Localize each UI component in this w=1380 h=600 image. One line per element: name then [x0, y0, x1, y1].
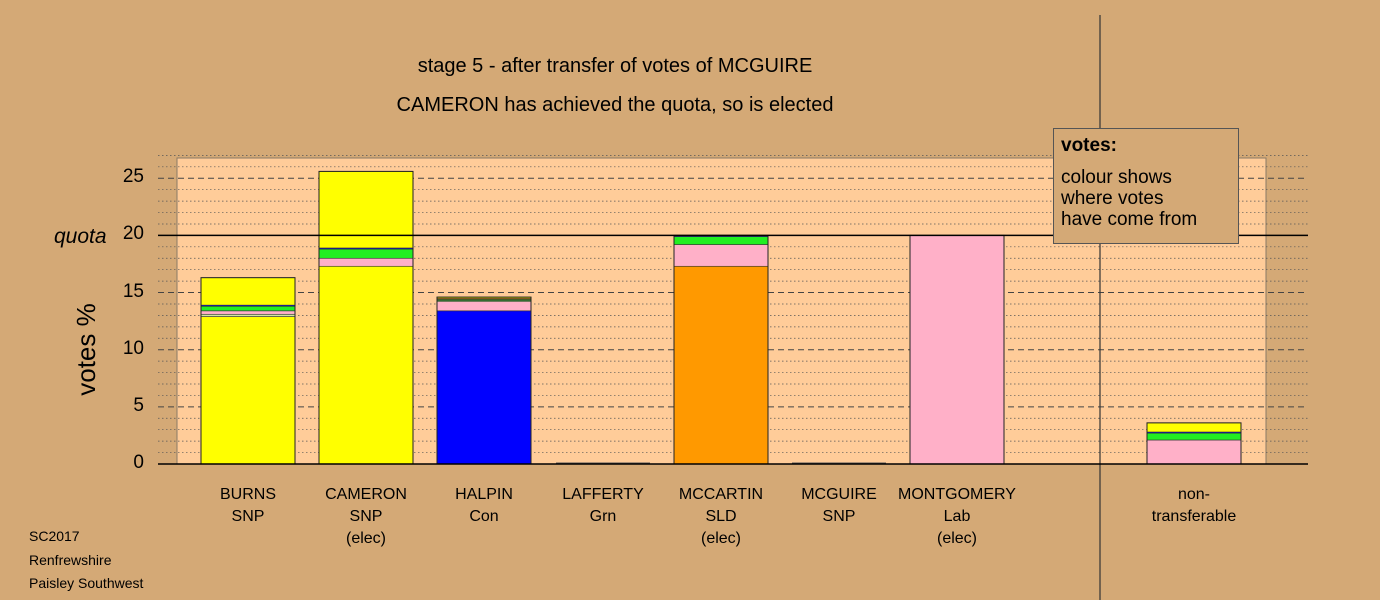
candidate-party: SNP: [349, 508, 383, 525]
candidate-label: CAMERON SNP (elec): [325, 484, 407, 550]
candidate-label: MONTGOMERY Lab (elec): [898, 484, 1016, 550]
candidate-party: Grn: [589, 508, 617, 525]
elected-status: CAMERON has achieved the quota, so is el…: [396, 94, 834, 116]
candidate-name: MONTGOMERY: [898, 486, 1016, 503]
candidate-party: transferable: [1151, 508, 1237, 525]
candidate-status: (elec): [345, 530, 386, 547]
bar-segment: [318, 171, 414, 249]
candidate-label: BURNS SNP: [220, 484, 276, 528]
candidate-status: (elec): [700, 530, 741, 547]
bar-segment: [909, 235, 1005, 465]
bar-segment: [318, 257, 414, 267]
y-tick-label: 0: [133, 452, 144, 473]
y-tick-label: 15: [122, 280, 144, 302]
candidate-name: CAMERON: [325, 486, 407, 503]
bar-segment: [200, 310, 296, 315]
candidate-name: MCCARTIN: [678, 486, 764, 503]
bar-segment: [1146, 432, 1242, 441]
legend-text: colour shows where votes have come from: [1061, 167, 1198, 230]
y-tick-label: 20: [122, 223, 144, 245]
candidate-label: LAFFERTY Grn: [562, 484, 644, 528]
candidate-party: Lab: [943, 508, 971, 525]
bar-segment: [200, 313, 296, 317]
candidate-status: (elec): [936, 530, 977, 547]
bar-segment: [200, 316, 296, 465]
candidate-label: MCCARTIN SLD (elec): [679, 484, 763, 550]
bar-segment: [200, 277, 296, 306]
candidate-label: MCGUIRE SNP: [801, 484, 877, 528]
bar-segment: [436, 310, 532, 465]
candidate-name: HALPIN: [455, 486, 513, 503]
y-tick-label: 25: [122, 166, 144, 188]
bar-segment: [673, 265, 769, 465]
candidate-name: BURNS: [219, 486, 277, 503]
stage-title: stage 5 - after transfer of votes of MCG…: [417, 55, 813, 77]
legend-box: votes: colour shows where votes have com…: [1053, 128, 1239, 244]
bar-segment: [318, 265, 414, 465]
candidate-label: non-transferable: [1152, 484, 1237, 528]
candidate-name: LAFFERTY: [562, 486, 644, 503]
bar-segment: [436, 301, 532, 312]
footer-council: Renfrewshire: [29, 552, 112, 568]
y-axis-label: votes %: [70, 303, 101, 396]
footer-ward: Paisley Southwest: [29, 575, 144, 591]
quota-label: quota: [54, 225, 107, 248]
candidate-name: MCGUIRE: [801, 486, 877, 503]
candidate-party: Con: [469, 508, 499, 525]
bar-segment: [1146, 422, 1242, 433]
y-tick-label: 5: [133, 394, 144, 416]
candidate-label: HALPIN Con: [455, 484, 513, 528]
bar-segment: [318, 248, 414, 259]
footer-election: SC2017: [29, 528, 80, 544]
bar-segment: [200, 305, 296, 312]
legend-title: votes:: [1061, 135, 1117, 156]
candidate-name: non-: [1177, 486, 1211, 503]
candidate-party: SNP: [231, 508, 265, 525]
bar-segment: [1146, 439, 1242, 465]
y-tick-label: 10: [122, 337, 144, 359]
bar-segment: [673, 244, 769, 267]
candidate-party: SLD: [705, 508, 737, 525]
bar-segment: [673, 236, 769, 245]
candidate-party: SNP: [822, 508, 856, 525]
